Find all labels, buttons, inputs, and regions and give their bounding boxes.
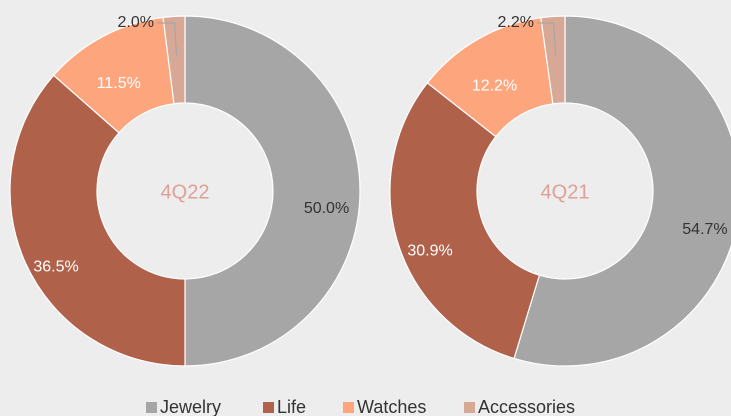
- leader-line: [157, 22, 178, 57]
- slice: [513, 15, 731, 367]
- leader-line: [537, 22, 557, 57]
- data-label: 11.5%: [97, 75, 141, 92]
- data-label: 12.2%: [472, 78, 517, 95]
- legend-swatch: [146, 402, 157, 413]
- slice: [9, 74, 186, 367]
- legend-label: Watches: [357, 397, 426, 416]
- data-label: 30.9%: [407, 243, 452, 260]
- legend-swatch: [343, 402, 354, 413]
- slice: [389, 82, 541, 360]
- legend-swatch: [263, 402, 274, 413]
- legend-label: Life: [277, 397, 306, 416]
- data-label: 36.5%: [33, 258, 78, 275]
- center-label: 4Q22: [161, 181, 210, 203]
- center-label: 4Q21: [541, 181, 590, 203]
- legend-label: Accessories: [478, 397, 575, 416]
- legend-swatch: [464, 402, 475, 413]
- slice: [184, 15, 361, 367]
- data-label: 2.2%: [498, 14, 534, 31]
- data-label: 54.7%: [682, 221, 727, 238]
- data-label: 50.0%: [304, 200, 349, 217]
- data-label: 2.0%: [118, 14, 154, 31]
- slice: [162, 15, 186, 105]
- slice: [540, 15, 566, 105]
- legend-label: Jewelry: [160, 397, 221, 416]
